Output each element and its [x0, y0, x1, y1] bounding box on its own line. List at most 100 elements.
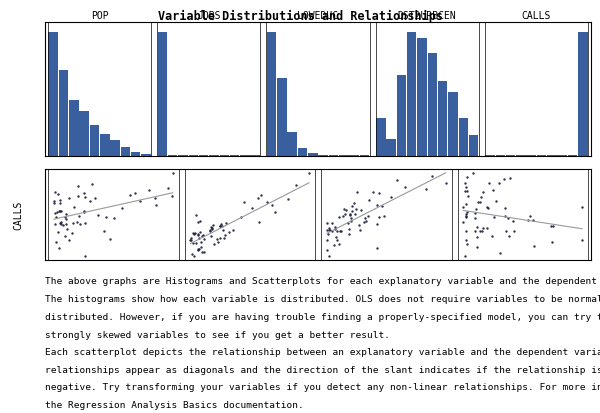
Point — [322, 220, 332, 227]
Point — [292, 182, 301, 188]
Point — [206, 225, 215, 231]
Text: The histograms show how each variable is distributed. OLS does not require varia: The histograms show how each variable is… — [45, 294, 600, 304]
Point — [101, 214, 110, 221]
Bar — [178, 156, 188, 157]
Point — [505, 175, 515, 181]
Point — [53, 229, 62, 235]
Point — [478, 189, 488, 195]
Point — [487, 233, 497, 239]
Point — [212, 237, 221, 243]
Point — [51, 214, 61, 221]
Point — [191, 240, 200, 247]
Point — [462, 209, 472, 216]
Point — [283, 197, 292, 203]
Point — [193, 247, 203, 254]
Point — [213, 239, 223, 246]
Point — [248, 205, 257, 211]
Point — [331, 234, 341, 241]
Point — [52, 240, 61, 246]
Point — [61, 217, 70, 223]
Point — [461, 228, 471, 234]
Point — [197, 233, 207, 240]
Bar — [240, 156, 250, 157]
Point — [61, 221, 70, 228]
Point — [194, 235, 203, 242]
Point — [68, 230, 77, 237]
Point — [68, 220, 78, 226]
Point — [476, 228, 485, 235]
Point — [85, 198, 95, 204]
Point — [463, 193, 472, 199]
Point — [91, 195, 100, 202]
Point — [462, 188, 472, 195]
Point — [352, 206, 361, 213]
Bar — [199, 156, 208, 157]
Point — [332, 237, 342, 244]
Point — [73, 183, 83, 190]
Point — [54, 244, 64, 251]
Point — [494, 180, 504, 187]
Point — [500, 214, 509, 220]
Point — [224, 230, 233, 236]
Point — [324, 225, 334, 232]
Point — [529, 243, 538, 250]
Point — [470, 215, 479, 221]
Point — [328, 220, 337, 227]
Point — [335, 242, 344, 248]
Text: CALLS: CALLS — [13, 200, 23, 229]
Text: relationships appear as diagonals and the direction of the slant indicates if th: relationships appear as diagonals and th… — [45, 365, 600, 374]
Point — [271, 209, 280, 216]
Point — [254, 219, 263, 226]
Point — [216, 221, 226, 228]
Point — [80, 190, 89, 197]
Point — [262, 199, 272, 206]
Point — [355, 227, 365, 233]
Point — [197, 249, 206, 256]
Text: The above graphs are Histograms and Scatterplots for each explanatory variable a: The above graphs are Histograms and Scat… — [45, 277, 600, 286]
Point — [475, 199, 484, 206]
Point — [220, 232, 230, 239]
Point — [458, 204, 468, 211]
Text: CALLS: CALLS — [522, 11, 551, 21]
Bar — [89, 125, 99, 157]
Point — [322, 228, 332, 234]
Point — [461, 185, 470, 191]
Point — [197, 239, 206, 245]
Point — [72, 219, 82, 225]
Point — [194, 246, 203, 253]
Point — [52, 209, 62, 216]
Point — [421, 186, 430, 192]
Text: distributed. However, if you are having trouble finding a properly-specified mod: distributed. However, if you are having … — [45, 312, 600, 321]
Bar — [537, 155, 547, 157]
Point — [188, 240, 197, 247]
Point — [473, 199, 482, 206]
Point — [331, 225, 340, 231]
Point — [205, 227, 215, 234]
Point — [329, 242, 339, 248]
Point — [346, 218, 356, 225]
Point — [458, 219, 468, 225]
Point — [76, 221, 85, 228]
Point — [364, 197, 374, 203]
Point — [199, 236, 208, 242]
Point — [462, 242, 472, 248]
Point — [55, 220, 65, 226]
Point — [340, 211, 349, 217]
Bar — [349, 155, 359, 157]
Point — [54, 209, 64, 215]
Point — [193, 231, 202, 237]
Point — [460, 180, 470, 187]
Point — [207, 225, 217, 232]
Bar — [339, 155, 349, 157]
Bar — [230, 156, 239, 157]
Point — [347, 208, 357, 215]
Point — [193, 219, 203, 225]
Point — [332, 228, 341, 235]
Text: JOBS: JOBS — [197, 11, 221, 21]
Bar — [209, 156, 219, 157]
Point — [462, 175, 472, 181]
Point — [56, 208, 65, 214]
Point — [228, 227, 238, 233]
Bar — [110, 141, 120, 157]
Point — [482, 204, 492, 211]
